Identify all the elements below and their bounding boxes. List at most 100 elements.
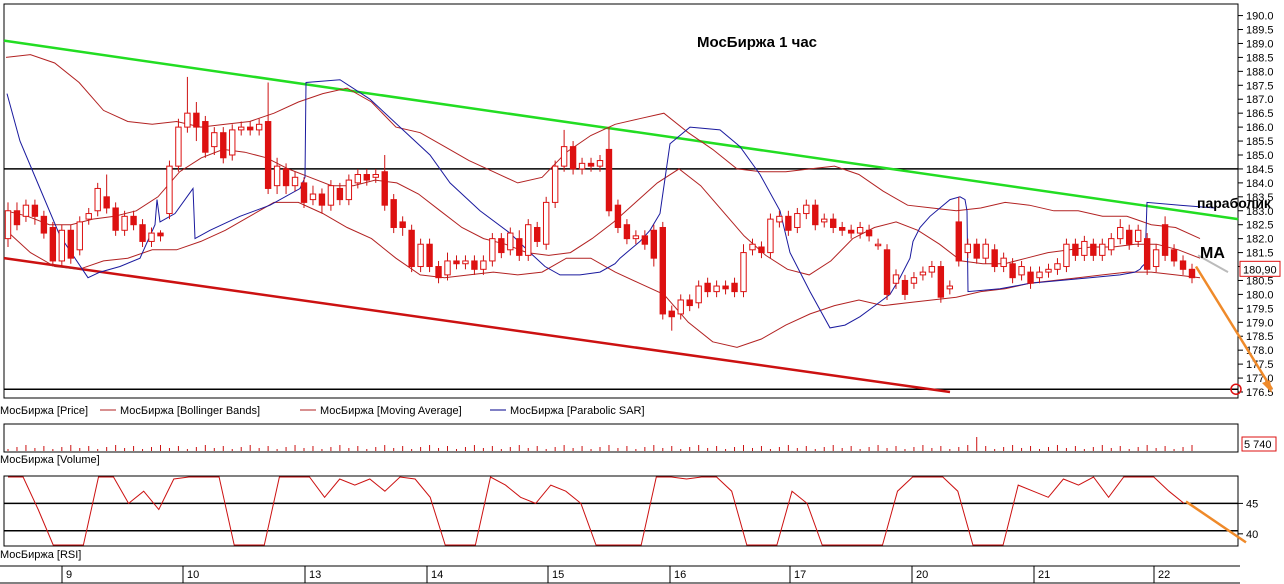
rsi-panel: 40 45 МосБиржа [RSI] [0,475,1258,561]
candle-body [130,215,137,226]
candle-body [937,266,945,298]
candle-body [291,176,299,187]
price-tick-label: 189.0 [1246,38,1274,50]
price-tick-label: 180.0 [1246,289,1274,301]
lower-trend-line [3,256,951,394]
candle-body [318,193,326,206]
candle-body [1134,229,1142,242]
target-circle [1230,383,1242,395]
candle-body [695,285,702,304]
candle-body [596,160,604,167]
candle-body [516,238,523,256]
candle-body [847,229,855,234]
candle-body [4,210,12,240]
parabolic-sar-line [6,79,1216,329]
annotation-parabolic: параболик [1197,195,1272,211]
candle-body [229,129,236,156]
candle-body [749,243,756,251]
price-tick-label: 178.0 [1246,345,1274,357]
candle-body [525,224,532,256]
candle-body [202,121,209,153]
candle-body [641,235,649,245]
volume-last-label: 5 740 [1244,439,1272,451]
volume-last-box [1241,436,1277,452]
candle-body [794,213,801,228]
candle-body [614,204,622,228]
candle-body [166,165,173,215]
price-tick-label: 182.5 [1246,220,1274,232]
price-tick-label: 183.5 [1246,192,1274,204]
price-tick-label: 186.5 [1246,108,1274,120]
candle-body [892,274,900,284]
candle-body [426,243,433,268]
candle-body [758,246,765,254]
price-tick-label: 178.5 [1246,331,1274,343]
bollinger-lower-line [5,201,1201,348]
candle-body [883,249,891,295]
price-tick-label: 176.5 [1246,387,1274,399]
candle-body [354,174,362,184]
candle-body [435,266,442,279]
candle-body [632,235,640,240]
candle-body [1036,271,1043,279]
candle-body [650,229,658,259]
candle-body [1054,263,1061,270]
candle-body [677,299,684,315]
candle-body [928,266,936,273]
candle-body [534,226,541,242]
price-tick-label: 181.5 [1246,248,1274,260]
candle-body [1027,271,1034,284]
candle-body [668,310,675,318]
legend-entry: МосБиржа [Price] [0,405,88,417]
x-tick-label: 21 [1038,569,1050,581]
candle-body [148,232,155,242]
candle-body [85,213,92,220]
upper-trend-line [3,39,1239,221]
price-panel: 176.5177.0177.5178.0178.5179.0179.5180.0… [0,3,1284,422]
forecast-arrow-head [1262,380,1272,393]
candle-body [767,218,774,254]
forecast-arrow-line [1194,265,1274,390]
candle-body [399,221,406,228]
x-tick-label: 13 [309,569,321,581]
price-tick-label: 186.0 [1246,122,1274,134]
candle-body [1143,238,1151,270]
candle-body [740,252,747,293]
price-tick-label: 185.5 [1246,136,1274,148]
candle-body [973,243,980,259]
legend-entry: МосБиржа [Parabolic SAR] [510,405,645,417]
x-tick-label: 10 [187,569,199,581]
ma-projection-line [1197,254,1229,273]
candle-body [282,168,290,187]
candle-body [731,282,738,293]
candle-body [991,249,998,268]
candle-body [578,162,586,170]
x-tick-label: 22 [1158,569,1170,581]
candle-body [713,285,720,293]
last-price-label: 180,90 [1243,264,1277,276]
candle-body [175,126,182,167]
candle-body [856,226,864,234]
price-plot-frame [3,3,1239,399]
price-tick-label: 184.5 [1246,164,1274,176]
candle-body [1045,268,1052,273]
rsi-plot-frame [3,475,1239,547]
candle-body [67,229,74,259]
candle-body [812,204,819,226]
candle-body [560,146,568,167]
candle-body [444,260,451,276]
candle-body [1161,224,1169,256]
candle-body [964,243,971,254]
x-tick-label: 20 [916,569,928,581]
candle-body [1018,266,1025,276]
legend-entry: МосБиржа [Bollinger Bands] [120,405,260,417]
candle-body [363,174,370,181]
candle-body [982,243,989,259]
price-tick-label: 180.5 [1246,275,1274,287]
candle-body [776,215,783,223]
candle-body [838,226,846,231]
candle-body [722,285,729,290]
candle-body [919,271,927,276]
x-tick-label: 15 [552,569,564,581]
candle-body [498,238,505,254]
